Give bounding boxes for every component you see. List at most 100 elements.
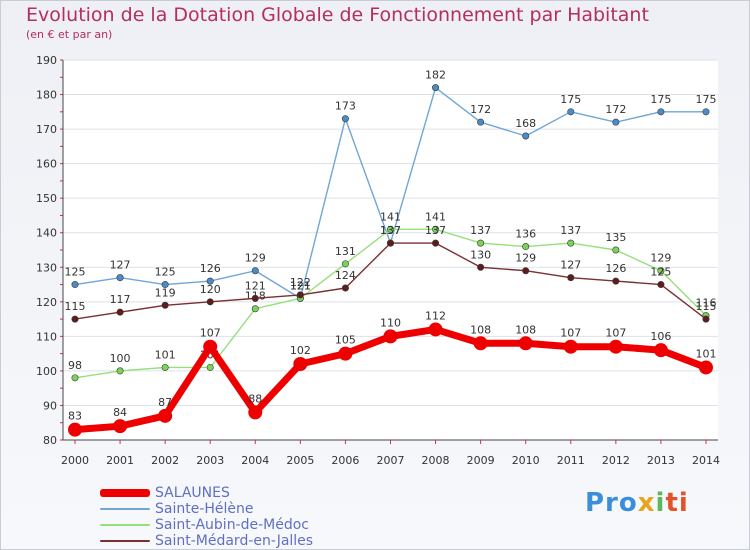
data-label: 127 [560,259,581,272]
data-point [657,281,665,289]
x-tick-label: 2004 [241,454,269,467]
data-label: 129 [245,252,266,265]
x-tick-label: 2008 [422,454,450,467]
data-point [657,108,665,116]
data-point [71,315,79,323]
data-point [161,363,169,371]
x-tick-label: 2000 [61,454,89,467]
data-label: 125 [155,266,176,279]
data-label: 100 [110,352,131,365]
data-label: 129 [515,252,536,265]
data-label: 126 [200,262,221,275]
y-tick-label: 170 [36,123,57,136]
data-point [113,419,128,434]
data-label: 129 [650,252,671,265]
legend-item: Saint-Médard-en-Jalles [100,533,360,549]
data-label: 121 [245,279,266,292]
data-point [341,260,349,268]
data-label: 119 [155,286,176,299]
data-label: 101 [155,348,176,361]
data-point [612,246,620,254]
data-point [251,305,259,313]
x-tick-label: 2009 [467,454,495,467]
data-point [161,301,169,309]
data-label: 175 [650,93,671,106]
legend-label: Saint-Médard-en-Jalles [155,533,314,549]
x-tick-label: 2005 [286,454,314,467]
data-label: 116 [695,297,716,310]
data-point [522,243,530,251]
data-label: 107 [605,327,626,340]
data-label: 120 [200,283,221,296]
data-label: 83 [68,410,82,423]
data-point [432,239,440,247]
data-label: 136 [515,228,536,241]
data-point [477,118,485,126]
legend-item: Sainte-Hélène [100,501,360,517]
data-point [567,274,575,282]
data-point [698,360,713,375]
data-point [567,239,575,247]
data-label: 141 [425,210,446,223]
data-point [608,339,623,354]
data-label: 124 [335,269,356,282]
data-label: 131 [335,245,356,258]
data-point [203,339,218,354]
legend-label: SALAUNES [155,485,230,501]
x-tick-label: 2014 [692,454,720,467]
data-point [702,108,710,116]
logo-part: Pro [585,488,638,518]
data-point [653,343,668,358]
data-label: 173 [335,100,356,113]
data-point [71,374,79,382]
data-label: 84 [113,406,127,419]
data-point [477,263,485,271]
x-tick-label: 2002 [151,454,179,467]
plot-area [63,60,718,440]
data-label: 135 [605,231,626,244]
data-label: 175 [695,93,716,106]
data-label: 112 [425,309,446,322]
data-label: 126 [605,262,626,275]
data-point [116,274,124,282]
y-tick-label: 110 [36,330,57,343]
data-point [432,225,440,233]
data-point [386,239,394,247]
data-label: 108 [515,323,536,336]
data-point [383,329,398,344]
data-label: 108 [470,323,491,336]
data-point [116,308,124,316]
data-label: 137 [470,224,491,237]
data-point [158,408,173,423]
data-label: 137 [425,224,446,237]
y-tick-label: 160 [36,158,57,171]
data-point [657,267,665,275]
data-label: 106 [650,330,671,343]
y-tick-label: 90 [43,399,57,412]
data-point [567,108,575,116]
data-label: 127 [110,259,131,272]
x-tick-label: 2010 [512,454,540,467]
data-label: 121 [290,279,311,292]
data-label: 121 [290,279,311,292]
chart-title: Evolution de la Dotation Globale de Fonc… [26,4,649,26]
data-point [206,298,214,306]
data-point [251,294,259,302]
data-point [612,118,620,126]
data-label: 122 [290,276,311,289]
data-point [522,132,530,140]
data-label: 137 [560,224,581,237]
data-label: 115 [65,300,86,313]
data-point [206,277,214,285]
data-point [248,405,263,420]
data-point [702,315,710,323]
legend: SALAUNES Sainte-Hélène Saint-Aubin-de-Médo… [100,485,360,549]
y-tick-label: 130 [36,261,57,274]
x-tick-label: 2013 [647,454,675,467]
data-label: 105 [335,334,356,347]
legend-swatch [100,508,150,510]
legend-item: SALAUNES [100,485,360,501]
data-point [473,336,488,351]
data-point [293,357,308,371]
y-tick-label: 180 [36,89,57,102]
